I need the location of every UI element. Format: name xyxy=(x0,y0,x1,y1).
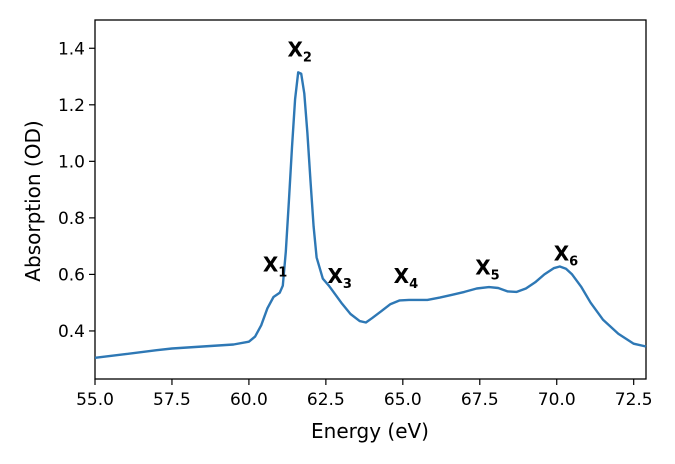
x-tick-label: 72.5 xyxy=(615,390,653,410)
peak-label: X5 xyxy=(475,255,499,283)
peak-label: X6 xyxy=(554,241,578,269)
x-axis: 55.0 57.5 60.0 62.5 65.0 67.5 70.0 72.5 xyxy=(76,379,653,410)
x-tick-label: 60.0 xyxy=(230,390,268,410)
x-tick-label: 67.5 xyxy=(461,390,499,410)
peak-label: X2 xyxy=(287,38,311,66)
y-tick-label: 0.4 xyxy=(58,322,85,342)
y-tick-label: 1.0 xyxy=(58,152,85,172)
series-layer xyxy=(94,71,647,359)
x-tick-label: 65.0 xyxy=(384,390,422,410)
x-tick-label: 55.0 xyxy=(76,390,114,410)
y-tick-label: 1.4 xyxy=(58,39,85,59)
series-line xyxy=(94,71,647,359)
x-tick-label: 62.5 xyxy=(307,390,345,410)
y-axis-title: Absorption (OD) xyxy=(21,120,45,281)
y-tick-label: 0.8 xyxy=(58,209,85,229)
peak-label: X1 xyxy=(263,253,287,281)
y-tick-label: 1.2 xyxy=(58,96,85,116)
peak-label: X3 xyxy=(327,264,351,292)
annotation-layer: X1 X2 X3 X4 X5 X6 xyxy=(263,38,578,292)
x-tick-label: 70.0 xyxy=(538,390,576,410)
peak-label: X4 xyxy=(394,264,418,292)
plot-frame xyxy=(94,19,647,380)
plot-area xyxy=(94,19,647,380)
y-tick-label: 0.6 xyxy=(58,265,85,285)
x-tick-label: 57.5 xyxy=(153,390,191,410)
y-axis: 0.4 0.6 0.8 1.0 1.2 1.4 xyxy=(58,39,95,342)
x-axis-title: Energy (eV) xyxy=(311,419,429,443)
